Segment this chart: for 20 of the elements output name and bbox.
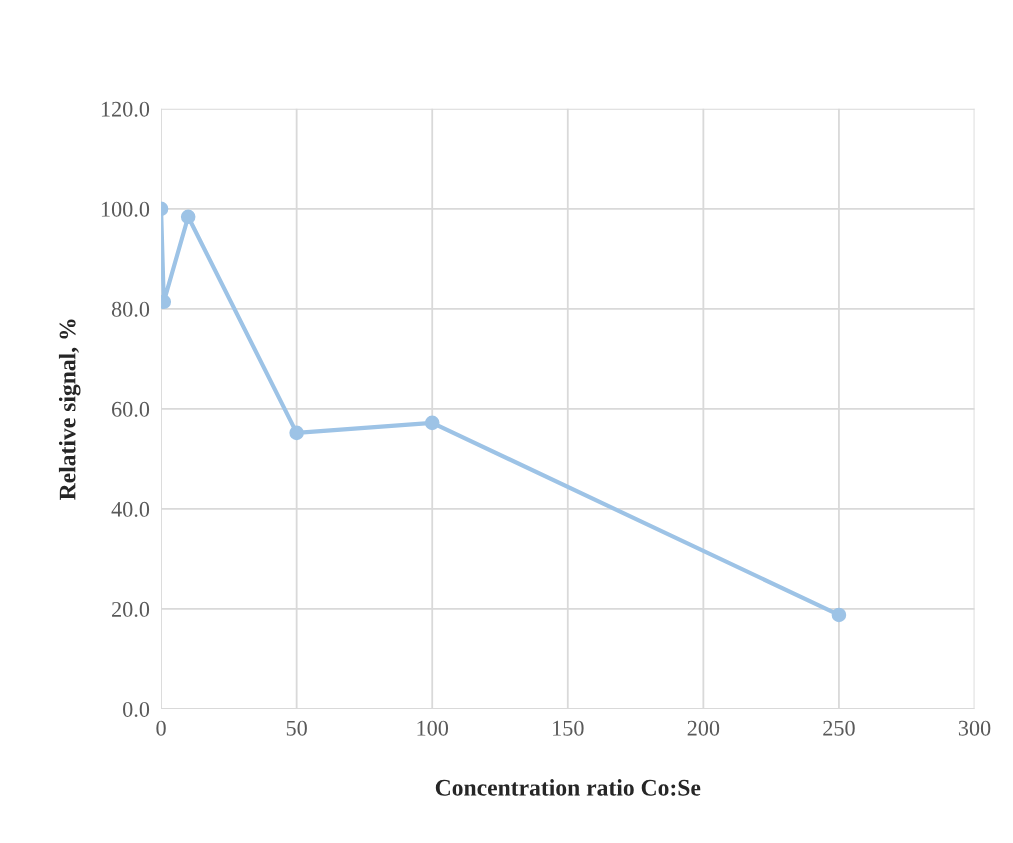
y-tick-label: 100.0 — [101, 201, 150, 217]
point — [180, 209, 196, 225]
x-tick-label: 250 — [823, 720, 855, 736]
y-tick-label: 20.0 — [112, 601, 150, 617]
y-tick-label: 120.0 — [101, 101, 150, 117]
point — [289, 425, 304, 441]
y-tick-label: 40.0 — [111, 501, 150, 517]
x-tick-label: 0 — [156, 720, 166, 736]
x-axis-title: Concentration ratio Co:Se — [435, 779, 701, 796]
x-tick-label: 100 — [417, 720, 449, 736]
y-tick-label: 0.0 — [123, 701, 150, 717]
point — [424, 415, 440, 431]
point — [831, 607, 847, 623]
x-tick-label: 150 — [553, 720, 584, 736]
y-tick-label: 60.0 — [112, 401, 150, 417]
x-tick-label: 50 — [286, 720, 307, 736]
x-tick-label: 300 — [958, 720, 991, 736]
y-axis-title: Relative signal, % — [58, 319, 81, 500]
y-tick-label: 80.0 — [111, 301, 150, 317]
x-tick-label: 200 — [687, 720, 720, 736]
